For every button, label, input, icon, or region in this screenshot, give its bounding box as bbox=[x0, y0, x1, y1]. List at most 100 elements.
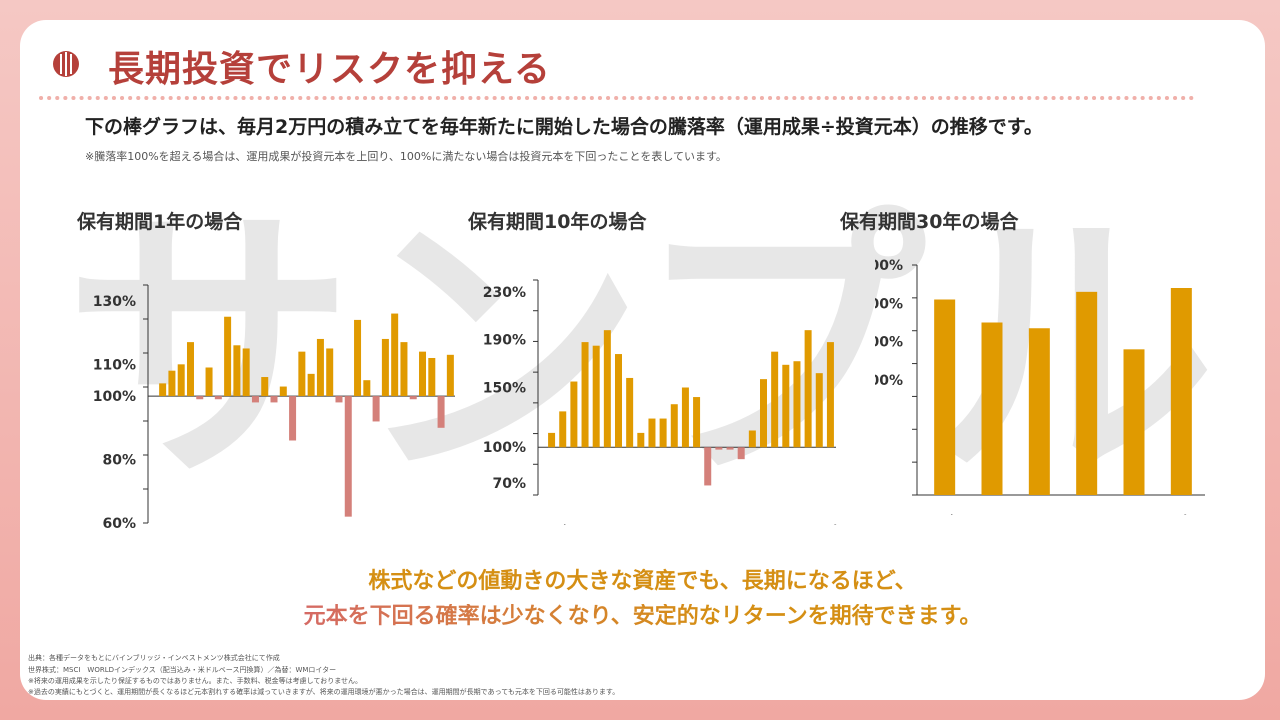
bar bbox=[400, 342, 408, 397]
bar bbox=[224, 316, 232, 397]
bar bbox=[737, 447, 745, 460]
bar bbox=[391, 313, 399, 397]
footnote-2: 世界株式：MSCI WORLDインデックス（配当込み・米ドルベース円換算）／為替… bbox=[28, 666, 337, 674]
y-tick-label: 100% bbox=[875, 373, 903, 389]
note-text: ※騰落率100%を超える場合は、運用成果が投資元本を上回り、100%に満たない場… bbox=[85, 150, 727, 163]
bar bbox=[279, 386, 287, 397]
y-tick-label: 230% bbox=[483, 285, 526, 301]
y-tick-label: 60% bbox=[102, 516, 136, 532]
bar bbox=[782, 364, 790, 448]
y-tick-label: 100% bbox=[483, 440, 526, 456]
bar bbox=[372, 396, 380, 422]
footnote-4: ※過去の実績にもとづくと、運用期間が長くなるほど元本割れする確率は減っていきます… bbox=[28, 688, 620, 696]
footnote-3: ※将来の運用成果を示したり保証するものではありません。また、手数料、税金等は考慮… bbox=[28, 677, 363, 685]
chart1-title: 保有期間1年の場合 bbox=[77, 211, 243, 233]
y-tick-label: 130% bbox=[93, 294, 136, 310]
y-tick-label: 190% bbox=[483, 333, 526, 349]
bar bbox=[603, 330, 611, 448]
bar bbox=[548, 432, 556, 448]
bar bbox=[771, 351, 779, 448]
bar bbox=[261, 377, 269, 397]
bar bbox=[681, 387, 689, 448]
bar bbox=[381, 338, 389, 397]
bar bbox=[615, 354, 622, 448]
bar bbox=[307, 373, 315, 397]
message-line-2-text: 元本を下回る確率は少なくなり、安定的なリターンを期待できます。 bbox=[303, 604, 982, 629]
message-line-2: 元本を下回る確率は少なくなり、安定的なリターンを期待できます。 bbox=[20, 598, 1265, 630]
bar bbox=[1076, 291, 1098, 495]
chart-holding-30yr: 400% 300% 200% 100% 1985年 1990年 bbox=[875, 258, 1205, 515]
x-end-label: 2010年 bbox=[792, 524, 840, 525]
y-tick-label: 100% bbox=[93, 389, 136, 405]
page-title: 長期投資でリスクを抑える bbox=[108, 49, 551, 90]
bar bbox=[419, 351, 427, 397]
bar bbox=[748, 430, 756, 448]
chart-holding-10yr: 230% 190% 150% 100% 70% 1985年 2010年 bbox=[483, 279, 840, 525]
chart3-title: 保有期間30年の場合 bbox=[840, 211, 1019, 233]
bar bbox=[637, 432, 645, 448]
footnote-1: 出典：各種データをもとにバインブリッジ・インベストメンツ株式会社にて作成 bbox=[28, 654, 280, 662]
bar bbox=[760, 379, 767, 448]
bar bbox=[826, 342, 834, 448]
y-tick-label: 400% bbox=[875, 258, 903, 274]
bar bbox=[242, 348, 250, 397]
bar bbox=[1123, 349, 1145, 495]
bar bbox=[1170, 288, 1192, 495]
bar bbox=[815, 373, 823, 448]
bar bbox=[670, 404, 678, 448]
bar bbox=[428, 357, 436, 397]
bar bbox=[693, 397, 701, 448]
bar bbox=[648, 418, 656, 448]
bar bbox=[581, 342, 589, 448]
y-tick-label: 150% bbox=[483, 381, 526, 397]
bar bbox=[344, 396, 352, 517]
bar bbox=[715, 447, 723, 450]
chart2-title: 保有期間10年の場合 bbox=[468, 211, 647, 233]
bar bbox=[409, 396, 417, 400]
bar bbox=[214, 396, 222, 400]
bar bbox=[354, 319, 362, 397]
bar bbox=[335, 396, 343, 403]
bar bbox=[1028, 328, 1050, 495]
bar bbox=[437, 396, 445, 428]
bar bbox=[793, 361, 801, 448]
bar bbox=[592, 345, 600, 448]
bar bbox=[196, 396, 204, 400]
slide-card: サンプル 長期投資でリスクを抑える 下の棒グラフは、毎月2万円の積み立てを毎年新… bbox=[20, 20, 1265, 700]
bar bbox=[159, 383, 167, 397]
y-tick-label: 80% bbox=[102, 453, 136, 469]
y-tick-label: 110% bbox=[93, 357, 136, 373]
bar bbox=[326, 348, 334, 397]
bar bbox=[251, 396, 259, 403]
bar bbox=[289, 396, 297, 441]
chart-holding-1yr: 130%110%100%80%60%1985年2019年 bbox=[93, 284, 455, 532]
bar bbox=[270, 396, 278, 403]
y-tick-label: 70% bbox=[492, 476, 526, 492]
bar bbox=[177, 364, 185, 397]
x-start-label: 1985年 bbox=[909, 514, 962, 515]
bar bbox=[626, 377, 634, 448]
bar bbox=[934, 299, 956, 495]
bar bbox=[205, 367, 213, 397]
bar bbox=[168, 370, 176, 397]
bar bbox=[233, 345, 241, 397]
bar bbox=[298, 351, 306, 397]
x-end-label: 1990年 bbox=[1142, 514, 1195, 515]
bar bbox=[804, 330, 812, 448]
bar bbox=[704, 447, 712, 486]
message-line-1: 株式などの値動きの大きな資産でも、長期になるほど、 bbox=[368, 569, 917, 594]
bar bbox=[726, 447, 734, 450]
y-tick-label: 300% bbox=[875, 296, 903, 312]
x-start-label: 1985年 bbox=[522, 524, 575, 525]
title-bullet-icon bbox=[53, 51, 79, 77]
bar bbox=[570, 381, 578, 448]
bar bbox=[981, 322, 1003, 495]
bar bbox=[559, 411, 567, 448]
bar bbox=[659, 418, 667, 448]
bar bbox=[186, 342, 194, 397]
lead-text: 下の棒グラフは、毎月2万円の積み立てを毎年新たに開始した場合の騰落率（運用成果÷… bbox=[85, 116, 1043, 138]
bar bbox=[316, 338, 324, 397]
bar bbox=[363, 380, 371, 397]
y-tick-label: 200% bbox=[875, 335, 903, 351]
bar bbox=[446, 354, 454, 397]
